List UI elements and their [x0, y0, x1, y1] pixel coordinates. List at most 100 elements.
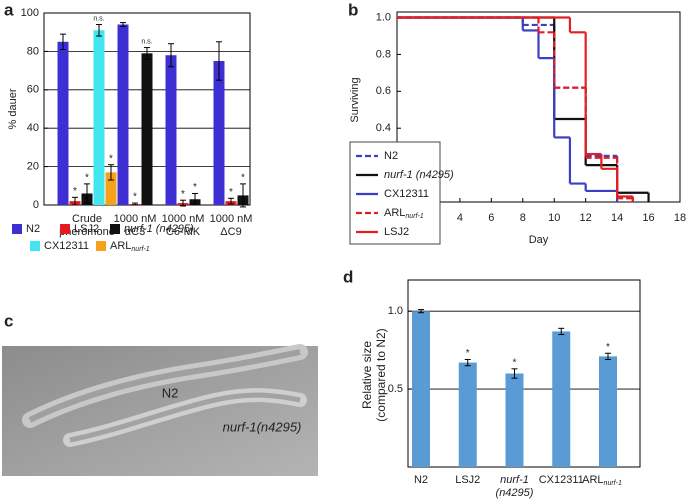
bar: [105, 172, 117, 205]
y-tick-label: 60: [27, 84, 39, 96]
significance-label: *: [241, 173, 245, 184]
error-bar: [418, 309, 424, 314]
x-tick-label: 1000 nM: [162, 213, 205, 225]
significance-label: *: [466, 348, 470, 359]
bar: [57, 41, 69, 205]
legend-swatch: [30, 241, 40, 251]
significance-label: *: [606, 342, 610, 353]
x-tick-label: nurf-1: [500, 474, 529, 486]
error-bar: [132, 202, 138, 206]
panel-letter: b: [348, 0, 358, 19]
y-axis-label: (compared to N2): [374, 328, 388, 421]
significance-label: *: [133, 192, 137, 203]
x-tick-label: CX12311: [539, 474, 584, 486]
label-text: CX12311: [44, 240, 89, 252]
y-tick-label: 20: [27, 161, 39, 173]
bar: [117, 24, 129, 205]
label: nurf-1 (n4295): [124, 223, 194, 235]
label: nurf-1 (n4295): [384, 169, 454, 181]
error-bar: [84, 183, 90, 204]
error-bar: [108, 164, 114, 181]
legend-swatch: [96, 241, 106, 251]
label: CX12311: [384, 188, 429, 200]
error-bar: [240, 183, 246, 208]
x-tick-label: C6-MK: [166, 226, 201, 238]
error-bar: [96, 24, 102, 37]
error-bar: [511, 368, 518, 379]
survival-curve: [397, 16, 634, 202]
error-bar: [558, 327, 565, 336]
bar: [141, 53, 153, 205]
x-tick-label: LSJ2: [455, 474, 480, 486]
panel-letter: a: [4, 0, 14, 19]
label: ARLnurf-1: [110, 240, 150, 253]
x-tick-label: αC3: [125, 226, 145, 238]
x-tick-label: 18: [674, 212, 686, 224]
label-text: nurf-1 (n4295): [384, 169, 454, 181]
bar: [458, 362, 477, 467]
x-tick-label: 8: [520, 212, 526, 224]
x-tick-label: 14: [611, 212, 623, 224]
x-tick-label: 1000 nM: [114, 213, 157, 225]
y-tick-label: 80: [27, 45, 39, 57]
worm-gut: [69, 392, 301, 443]
image-label: nurf-1(n4295): [223, 419, 302, 434]
image-label: N2: [162, 385, 179, 400]
significance-label: *: [181, 189, 185, 200]
y-tick-label: 40: [27, 122, 39, 134]
bar: [213, 61, 225, 205]
bar: [599, 356, 617, 467]
x-tick-label: 12: [580, 212, 592, 224]
x-tick-label: N2: [414, 474, 428, 486]
y-tick-label: 0: [33, 199, 39, 211]
y-axis-label: % dauer: [7, 88, 19, 129]
error-bar: [144, 47, 150, 60]
bar: [93, 30, 105, 206]
label-subscript: nurf-1: [604, 480, 622, 487]
label: ARLnurf-1: [384, 207, 424, 220]
legend-swatch: [12, 224, 22, 234]
label-subscript: nurf-1: [405, 213, 423, 220]
significance-label: n.s.: [141, 38, 152, 45]
error-bar: [168, 43, 174, 68]
label: CX12311: [44, 240, 89, 252]
label-text: nurf-1 (n4295): [124, 223, 194, 235]
label: LSJ2: [74, 223, 99, 235]
error-bar: [60, 33, 66, 50]
label-text: N2: [26, 223, 40, 235]
significance-label: *: [229, 187, 233, 198]
label-text: ARL: [384, 207, 405, 219]
label-subscript: nurf-1: [131, 246, 149, 253]
label: ARLnurf-1: [582, 474, 622, 487]
x-tick-label: 4: [457, 212, 463, 224]
x-axis-label: Day: [529, 234, 549, 246]
x-tick-label: 6: [488, 212, 494, 224]
significance-label: *: [109, 153, 113, 164]
error-bar: [464, 358, 471, 367]
x-tick-label: 10: [548, 212, 560, 224]
error-bar: [192, 192, 198, 206]
worm-gut: [28, 349, 301, 423]
x-tick-label: pheromone: [59, 226, 115, 238]
error-bar: [72, 196, 78, 206]
y-axis-label: Surviving: [349, 77, 361, 122]
micrograph: N2 nurf-1(n4295) c: [2, 311, 318, 476]
label-text: CX12311: [384, 188, 429, 200]
label-text: N2: [384, 150, 398, 162]
panel-letter: d: [343, 267, 353, 286]
panel-letter: c: [4, 311, 13, 330]
significance-label: *: [513, 357, 517, 368]
label: N2: [26, 223, 40, 235]
error-bar: [180, 199, 186, 207]
significance-label: *: [73, 186, 77, 197]
plot-frame: [407, 279, 641, 468]
y-tick-label: 0.4: [376, 122, 391, 134]
legend-swatch: [60, 224, 70, 234]
x-tick-label: 16: [642, 212, 654, 224]
y-tick-label: 1.0: [376, 11, 391, 23]
error-bar: [216, 41, 222, 81]
y-tick-label: 0.5: [388, 383, 403, 395]
x-tick-label: ΔC9: [220, 226, 241, 238]
x-tick-label: 1000 nM: [210, 213, 253, 225]
